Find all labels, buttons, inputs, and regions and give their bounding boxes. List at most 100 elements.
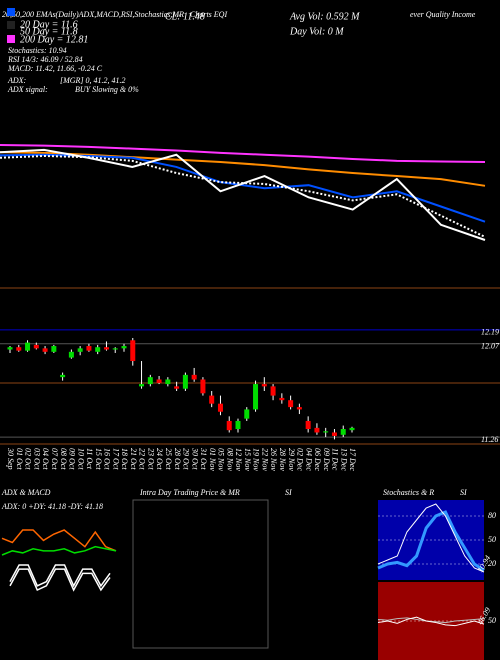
candle-body [103, 347, 109, 350]
candle-body [314, 427, 320, 433]
candle-body [217, 403, 223, 412]
candle-body [323, 431, 329, 433]
candle-body [139, 384, 145, 387]
candle-body [130, 340, 136, 362]
x-tick-label: 28 Nov [278, 448, 287, 471]
candle-body [7, 347, 13, 350]
panel-title: SI [285, 488, 292, 497]
panel-title: SI [460, 488, 467, 497]
series-line [9, 568, 111, 592]
x-tick-label: 01 Oct [15, 448, 24, 470]
x-tick-label: 15 Nov [243, 448, 252, 471]
candle-body [279, 397, 285, 401]
candle-body [296, 407, 302, 410]
candle-body [16, 347, 22, 351]
x-tick-label: 22 Nov [260, 448, 269, 471]
x-tick-label: 23 Oct [146, 448, 155, 470]
x-tick-label: 30 Oct [190, 447, 199, 470]
avg-vol: Avg Vol: 0.592 M [289, 11, 360, 22]
x-tick-label: 29 Oct [182, 448, 191, 470]
x-tick-label: 29 Nov [287, 448, 296, 471]
legend-entry: 50 Day = 11.8 [20, 26, 78, 37]
x-tick-label: 06 Dec [313, 448, 322, 471]
candle-body [182, 374, 188, 389]
adx-value: [MGR] 0, 41.2, 41.2 [60, 76, 126, 85]
candle-body [253, 384, 259, 410]
adx-signal-label: ADX signal: [7, 85, 48, 94]
x-tick-label: 02 Dec [296, 448, 305, 471]
candle-body [331, 432, 337, 436]
candle-body [191, 374, 197, 380]
symbol: Charts EQI [190, 10, 227, 19]
legend-swatch [7, 8, 15, 16]
x-tick-label: 09 Oct [68, 448, 77, 470]
series-line [377, 510, 485, 572]
legend-swatch [7, 21, 15, 29]
series-line [1, 545, 117, 556]
panel-background [378, 500, 484, 580]
panel-title: Stochastics & R [383, 488, 434, 497]
x-tick-label: 26 Nov [269, 448, 278, 471]
series-line [0, 151, 486, 187]
close: CL: 11.48 [165, 11, 205, 22]
candle-body [77, 348, 83, 352]
intraday-box [132, 499, 269, 649]
x-tick-label: 17 Dec [348, 448, 357, 471]
legend-entry: 20 Day = 11.6 [20, 19, 78, 30]
y-tick-label: 11.26 [481, 435, 498, 444]
x-tick-label: 22 Oct [138, 448, 147, 470]
x-tick-label: 30 Sep [6, 447, 15, 470]
series-line [9, 564, 111, 588]
legend-entry: 200 Day = 12.81 [20, 34, 88, 45]
x-tick-label: 15 Oct [94, 448, 103, 470]
day-vol: Day Vol: 0 M [289, 26, 344, 37]
candle-body [174, 386, 180, 389]
candle-body [340, 429, 346, 435]
x-tick-label: 07 Oct [50, 448, 59, 470]
candle-body [235, 420, 241, 430]
candle-body [86, 346, 92, 351]
candle-body [349, 427, 355, 431]
y-tick-label: 50 [488, 535, 496, 544]
candle-body [156, 379, 162, 383]
y-tick-label: 80 [488, 511, 496, 520]
candle-body [95, 347, 101, 352]
x-tick-label: 09 Dec [322, 448, 331, 471]
x-tick-label: 25 Oct [164, 448, 173, 470]
series-line [1, 529, 117, 552]
candle-body [33, 344, 39, 349]
adx-label: ADX: [7, 76, 27, 85]
candle-body [288, 400, 294, 408]
stat: MACD: 11.42, 11.66, -0.24 C [7, 64, 103, 73]
x-tick-label: 13 Dec [339, 448, 348, 471]
x-tick-label: 04 Dec [304, 448, 313, 471]
x-tick-label: 03 Oct [32, 448, 41, 470]
candle-body [261, 384, 267, 387]
candle-body [165, 379, 171, 385]
candle-body [121, 346, 127, 349]
y-tick-label: 12.19 [481, 328, 499, 337]
candle-body [244, 409, 250, 419]
x-tick-label: 11 Dec [331, 448, 340, 471]
panel-subtitle: ADX: 0 +DY: 41.18 -DY: 41.18 [1, 502, 103, 511]
candle-body [147, 377, 153, 385]
x-tick-label: 24 Oct [155, 448, 164, 470]
x-tick-label: 31 Oct [199, 447, 208, 470]
adx-signal-value: BUY Slowing & 0% [75, 85, 139, 94]
x-tick-label: 08 Oct [59, 448, 68, 470]
candle-body [305, 420, 311, 430]
x-tick-label: 18 Oct [120, 448, 129, 470]
x-tick-label: 11 Oct [85, 448, 94, 470]
x-tick-label: 28 Oct [173, 448, 182, 470]
candle-body [68, 351, 74, 358]
panel-title: ADX & MACD [1, 488, 51, 497]
series-line [0, 153, 486, 223]
y-tick-label: 20 [488, 559, 496, 568]
x-tick-label: 02 Oct [24, 448, 33, 470]
series-line [0, 144, 486, 164]
candle-body [200, 379, 206, 394]
x-tick-label: 10 Oct [76, 448, 85, 470]
x-tick-label: 19 Nov [252, 448, 261, 471]
